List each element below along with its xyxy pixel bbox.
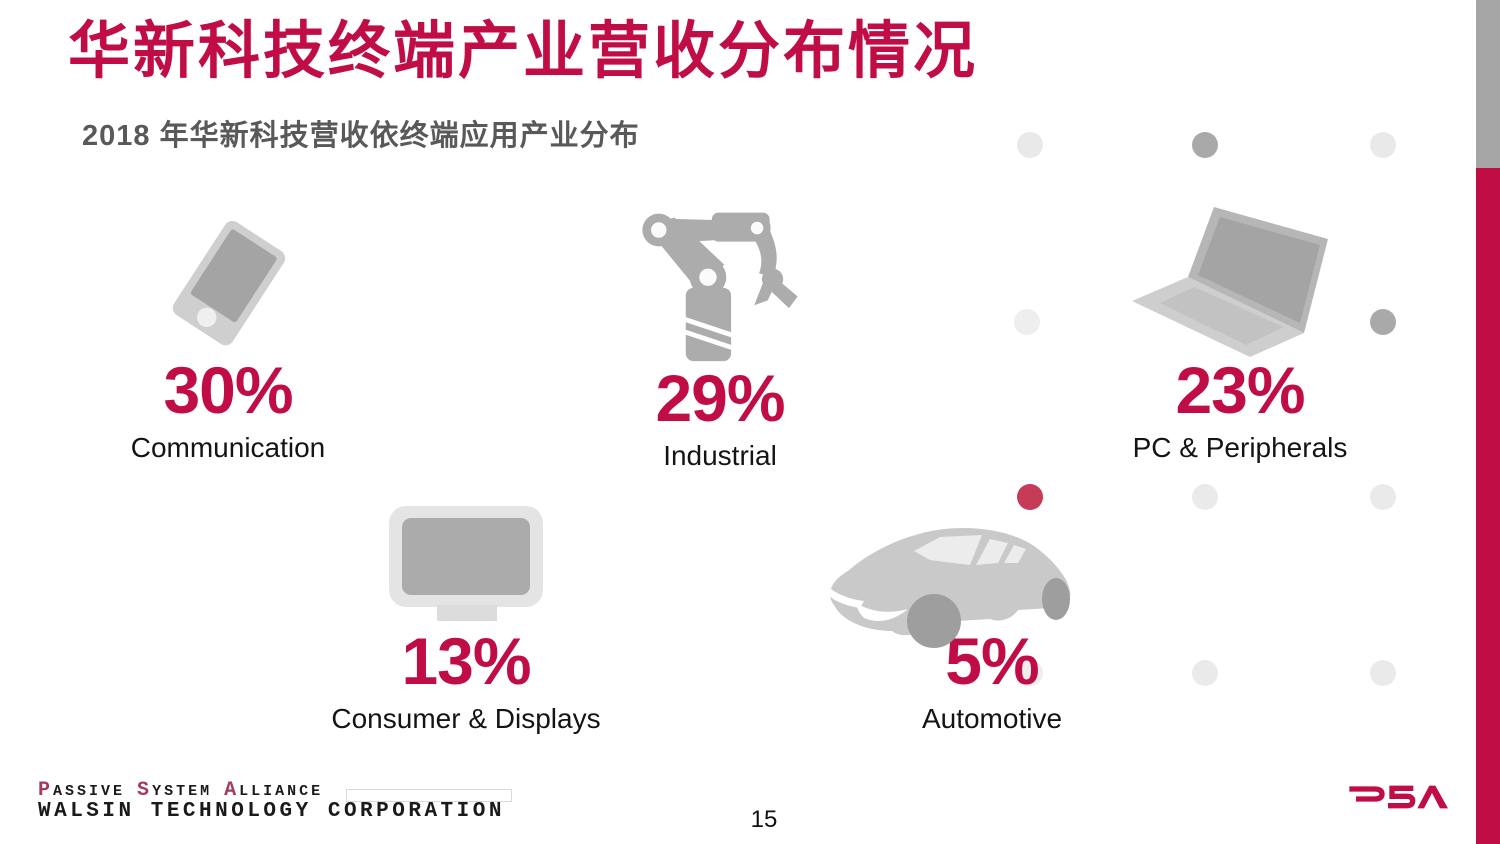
car-icon [826, 527, 1071, 648]
segment-label: PC & Peripherals [1132, 432, 1348, 463]
segment-value: 5% [945, 624, 1039, 698]
segment-value: 23% [1175, 353, 1305, 427]
segment-industrial: 29% Industrial [580, 203, 860, 470]
alliance-initial: A [224, 779, 240, 802]
alliance-initial: P [38, 779, 54, 802]
segment-label: Communication [130, 432, 326, 463]
decor-dot [1017, 660, 1043, 686]
empty-textbox-outline [346, 789, 512, 802]
page-number: 15 [750, 806, 778, 833]
laptop-icon [1132, 207, 1328, 357]
alliance-initial: S [137, 779, 153, 802]
decor-dot [1014, 309, 1040, 335]
smartphone-icon [172, 220, 286, 346]
segment-pc-peripherals: 23% PC & Peripherals [1100, 205, 1380, 462]
monitor-icon [389, 506, 543, 621]
segment-label: Industrial [663, 440, 777, 471]
decor-dot [1370, 309, 1396, 335]
page-title: 华新科技终端产业营收分布情况 [68, 17, 979, 86]
footer-alliance-line: PASSIVE SYSTEM ALLIANCE [38, 779, 324, 802]
segment-label: Consumer & Displays [331, 703, 601, 734]
robot-arm-icon [642, 212, 798, 362]
segment-communication: 30% Communication [88, 205, 368, 462]
segment-label: Automotive [921, 703, 1063, 734]
decor-dot [1192, 132, 1218, 158]
decor-dot [1370, 484, 1396, 510]
decor-dot [1370, 132, 1396, 158]
decor-dot [1017, 484, 1043, 510]
segment-value: 13% [401, 624, 531, 698]
decor-dot [1017, 132, 1043, 158]
footer-company-line: WALSIN TECHNOLOGY CORPORATION [38, 800, 505, 823]
decor-dot [1370, 660, 1396, 686]
segment-automotive: 5% Automotive [826, 498, 1132, 734]
segment-consumer-displays: 13% Consumer & Displays [326, 498, 606, 733]
side-accent-bar-gray [1476, 0, 1500, 168]
decor-dot [1192, 484, 1218, 510]
page-subtitle: 2018 年华新科技营收依终端应用产业分布 [82, 120, 640, 152]
side-accent-bar-red [1476, 168, 1500, 844]
segment-value: 29% [655, 361, 785, 435]
psa-logo-icon [1349, 785, 1448, 809]
psa-logo: PSA [1348, 776, 1448, 823]
segment-value: 30% [163, 353, 293, 427]
decor-dot [1192, 660, 1218, 686]
